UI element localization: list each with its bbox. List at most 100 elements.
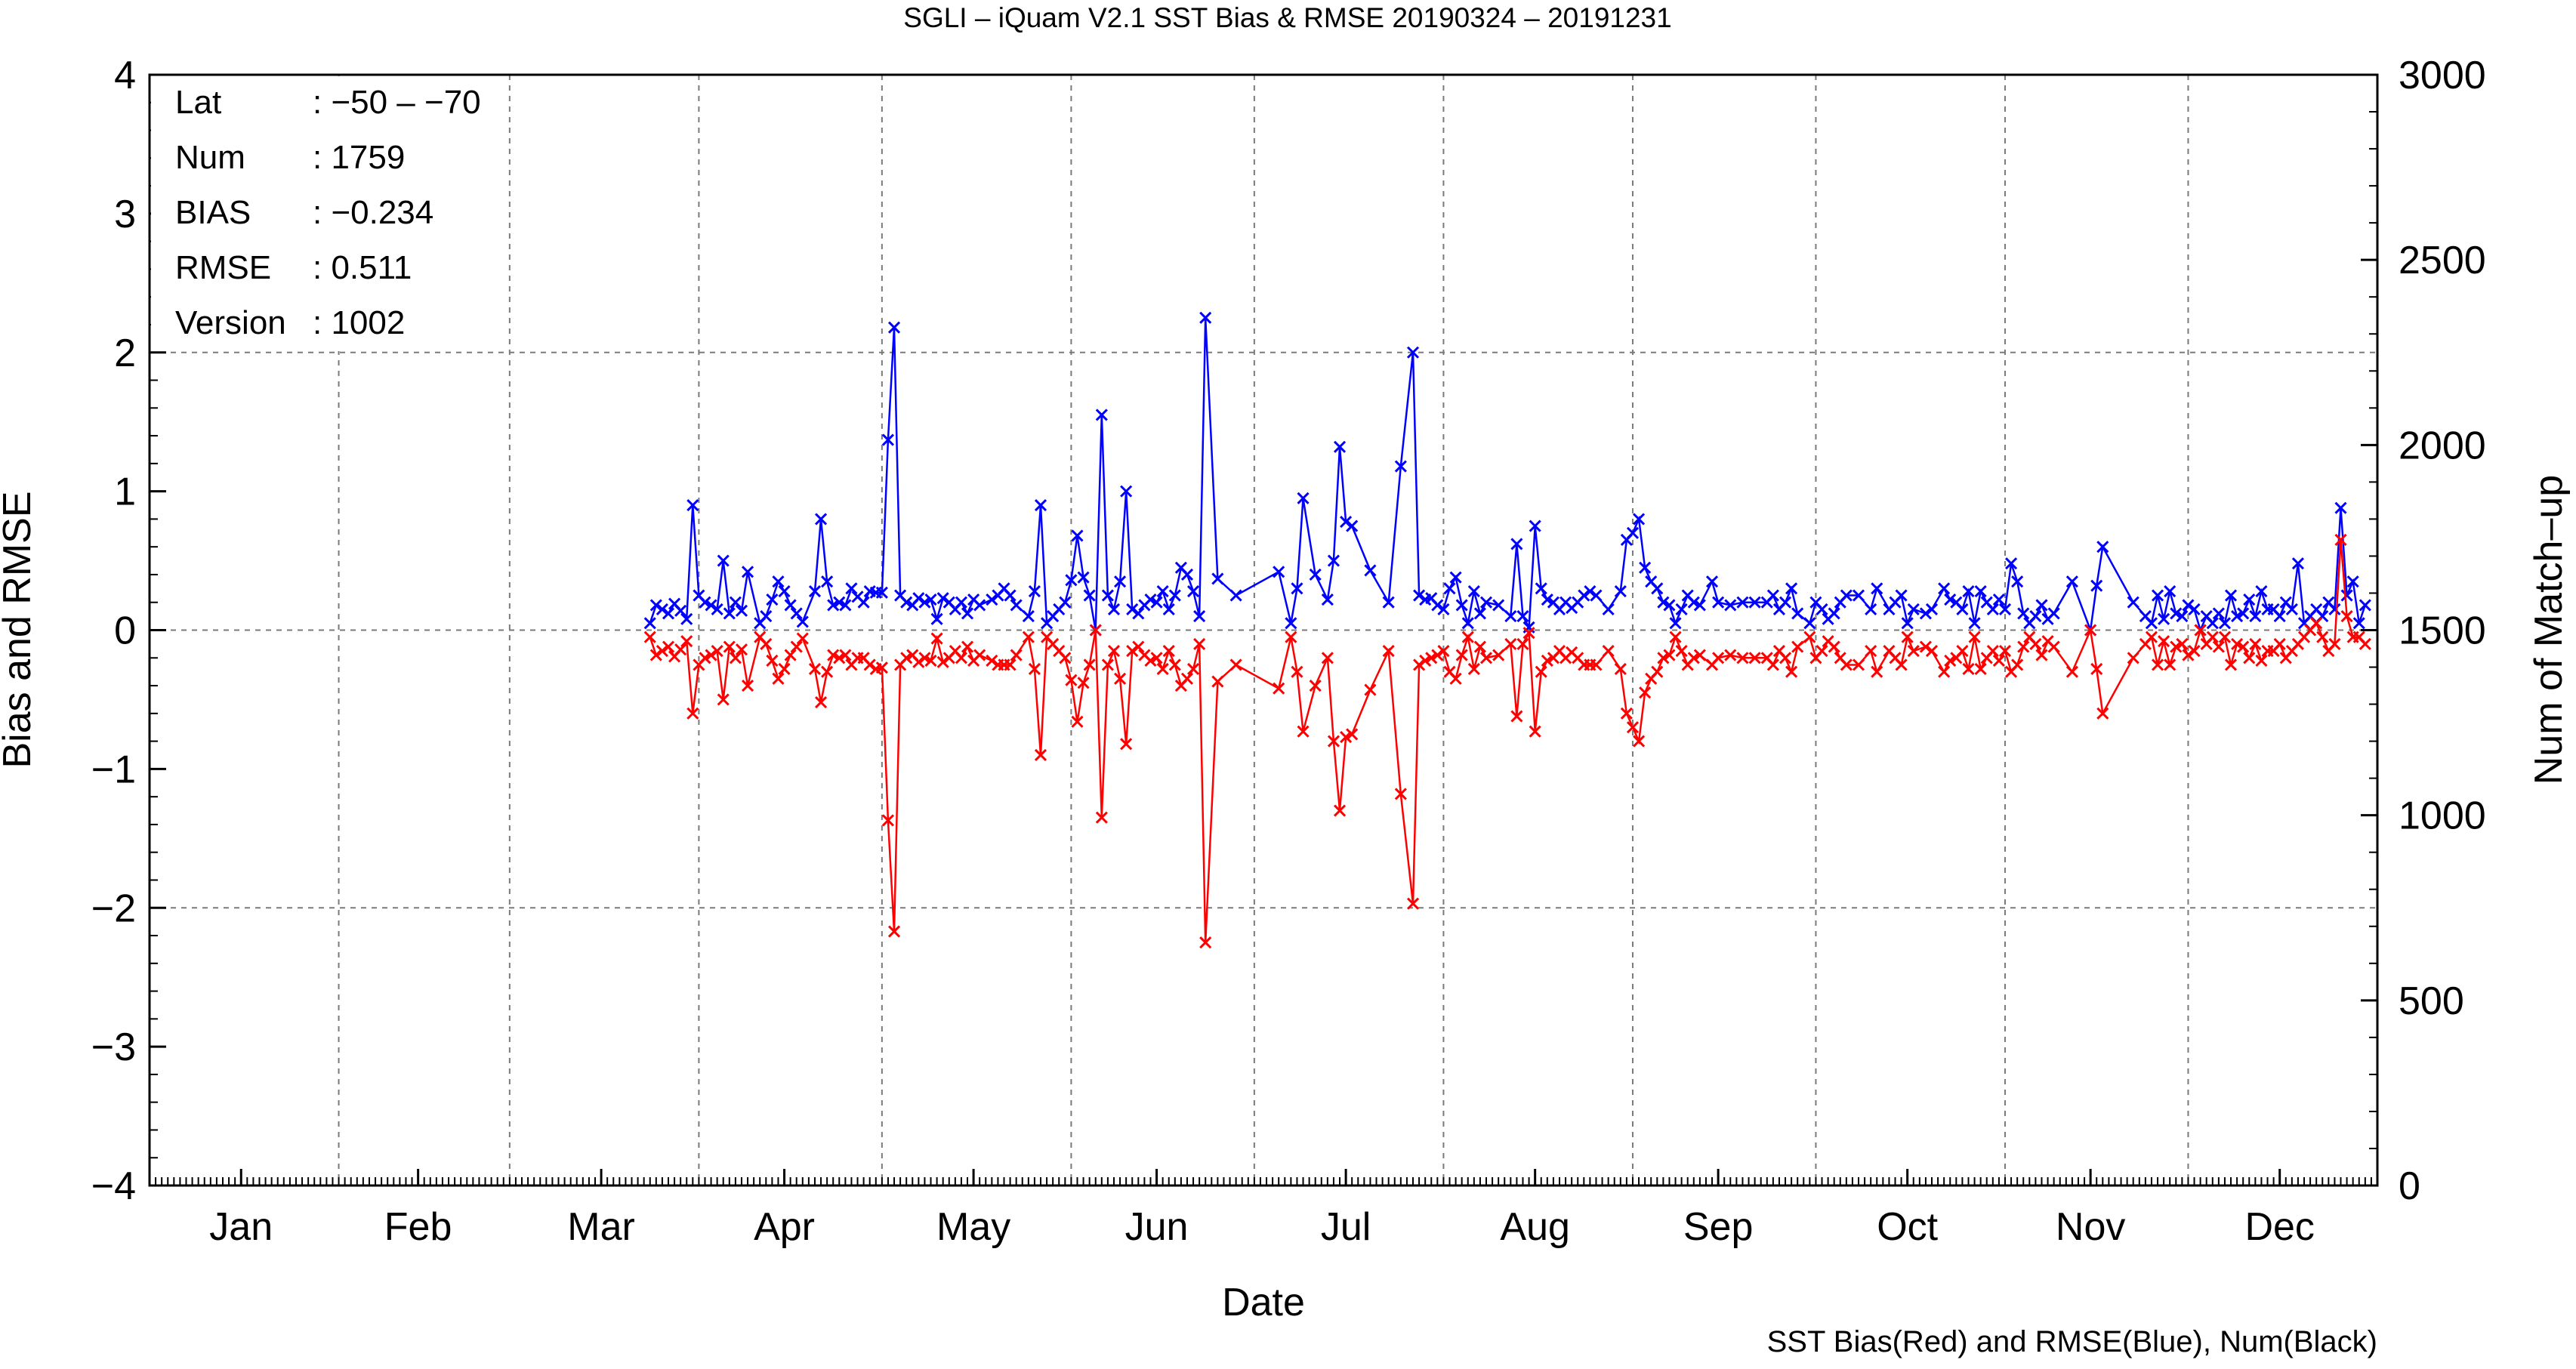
series-marker-2 (1229, 658, 1242, 671)
y-axis-label: Bias and RMSE (0, 491, 39, 768)
series-marker-2 (1186, 662, 1200, 676)
series-marker-2 (1639, 686, 1652, 699)
series-marker-1 (1077, 571, 1090, 584)
series-marker-2 (1693, 649, 1706, 661)
series-marker-2 (1974, 662, 1987, 676)
series-marker-2 (1083, 658, 1096, 671)
series-marker-2 (2273, 637, 2286, 650)
stats-value: : −50 – −70 (313, 84, 481, 121)
series-marker-1 (1340, 516, 1353, 529)
series-marker-2 (986, 654, 998, 668)
series-marker-1 (1785, 582, 1798, 595)
series-marker-2 (839, 649, 852, 661)
series-marker-1 (1467, 584, 1480, 598)
series-marker-1 (656, 603, 668, 615)
series-marker-2 (735, 643, 748, 656)
series-marker-1 (986, 593, 998, 606)
series-marker-2 (887, 925, 901, 938)
series-marker-1 (1107, 603, 1121, 615)
series-marker-1 (2090, 579, 2103, 592)
y2-tick-label: 1000 (2399, 794, 2486, 838)
series-marker-2 (1089, 624, 1102, 637)
stats-label: Num (175, 139, 245, 176)
series-marker-2 (1156, 662, 1169, 676)
series-marker-2 (680, 635, 693, 648)
series-marker-2 (875, 661, 888, 674)
series-marker-1 (1309, 568, 1322, 581)
series-marker-2 (2212, 640, 2225, 653)
series-marker-1 (1211, 572, 1224, 585)
series-marker-1 (1816, 603, 1828, 615)
series-marker-1 (1406, 346, 1420, 359)
series-marker-2 (827, 649, 840, 661)
series-marker-2 (1022, 631, 1035, 643)
series-marker-2 (2310, 617, 2323, 630)
series-marker-2 (1736, 652, 1749, 664)
series-marker-1 (1443, 582, 1456, 595)
series-marker-2 (790, 640, 803, 653)
axis-ticks (149, 73, 2378, 1187)
series-marker-2 (1766, 658, 1779, 671)
series-marker-1 (1114, 575, 1127, 588)
series-marker-2 (1120, 738, 1133, 751)
series-marker-2 (1998, 645, 2012, 658)
series-marker-2 (2334, 533, 2347, 547)
series-marker-2 (2145, 631, 2158, 643)
series-marker-1 (1663, 599, 1676, 612)
series-marker-1 (1541, 593, 1553, 606)
series-marker-1 (1748, 596, 1761, 609)
series-marker-1 (973, 599, 986, 612)
series-marker-1 (2145, 617, 2158, 630)
series-marker-2 (912, 655, 925, 668)
series-marker-1 (2047, 607, 2060, 620)
series-marker-1 (1944, 593, 1957, 606)
series-marker-2 (900, 652, 913, 664)
series-marker-1 (1321, 593, 1334, 606)
series-marker-1 (1705, 575, 1719, 588)
series-marker-1 (1669, 617, 1682, 630)
series-marker-2 (796, 632, 809, 645)
series-marker-2 (2170, 640, 2183, 653)
series-marker-2 (1675, 645, 1688, 658)
series-marker-2 (1168, 658, 1181, 671)
series-marker-2 (643, 631, 656, 643)
series-marker-1 (1126, 603, 1139, 615)
series-marker-2 (1510, 710, 1523, 723)
series-marker-1 (662, 607, 675, 620)
y-tick-label: 2 (114, 331, 136, 375)
series-marker-2 (662, 640, 675, 653)
series-marker-2 (1467, 662, 1480, 676)
series-marker-1 (1865, 603, 1877, 615)
series-marker-1 (1986, 603, 1999, 615)
series-marker-1 (1327, 554, 1340, 567)
series-marker-2 (1522, 627, 1535, 640)
series-marker-1 (1083, 589, 1096, 602)
series-marker-1 (778, 584, 791, 598)
series-marker-2 (808, 662, 822, 676)
series-marker-2 (1413, 658, 1426, 671)
stats-value: : 0.511 (313, 249, 412, 286)
stats-label: Version (175, 304, 286, 341)
series-marker-2 (833, 652, 846, 664)
series-marker-1 (2224, 589, 2238, 602)
series-marker-1 (1168, 589, 1181, 602)
series-marker-1 (1186, 584, 1200, 598)
series-marker-2 (2255, 654, 2268, 668)
series-marker-2 (1828, 640, 1840, 653)
series-marker-2 (2151, 658, 2164, 671)
series-marker-2 (717, 693, 730, 706)
series-marker-2 (961, 640, 974, 653)
series-marker-2 (1077, 677, 1090, 689)
series-marker-2 (1132, 640, 1145, 653)
series-marker-2 (1107, 645, 1121, 658)
stats-value: : 1002 (313, 304, 405, 341)
series-marker-2 (2017, 640, 2030, 653)
series-marker-1 (2151, 589, 2164, 602)
series-marker-1 (772, 575, 785, 588)
series-marker-2 (1944, 654, 1957, 668)
series-marker-1 (2255, 584, 2268, 598)
series-marker-2 (1309, 679, 1322, 692)
series-marker-1 (1590, 589, 1603, 602)
series-marker-1 (649, 599, 662, 612)
